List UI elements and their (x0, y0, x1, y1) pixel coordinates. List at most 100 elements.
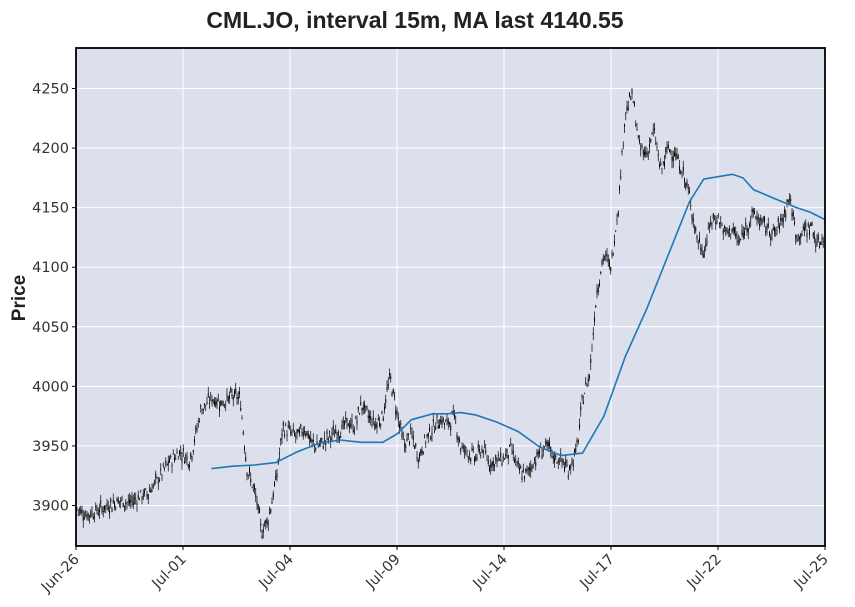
candle-body (307, 433, 309, 438)
candle-body (702, 254, 704, 258)
candle-body (654, 128, 655, 130)
candle-body (225, 405, 227, 407)
candle-body (646, 152, 648, 157)
candle-body (126, 502, 128, 503)
candle-body (490, 463, 492, 468)
candle-body (320, 438, 322, 443)
candle-body (254, 485, 255, 490)
candle-body (556, 462, 558, 464)
candle-body (526, 469, 528, 472)
candle-body (819, 246, 820, 248)
candle-body (532, 467, 534, 469)
candle-body (485, 450, 487, 453)
candle-body (372, 416, 374, 420)
candle-body (206, 402, 208, 405)
candle-body (186, 456, 188, 461)
candle-body (284, 434, 285, 437)
candle-body (491, 462, 493, 467)
candle-body (185, 455, 187, 457)
candle-body (155, 473, 157, 478)
candle-body (106, 502, 108, 507)
candle-body (366, 406, 368, 409)
candle-body (132, 501, 134, 506)
chart-title: CML.JO, interval 15m, MA last 4140.55 (206, 7, 623, 33)
candle-body (337, 431, 339, 436)
candle-body (257, 504, 259, 510)
candle-body (204, 403, 205, 406)
candle-body (679, 166, 680, 171)
candle-body (217, 399, 219, 401)
candle-body (650, 138, 652, 142)
candle-body (465, 446, 467, 449)
candle-body (369, 415, 370, 419)
x-tick-label: Jun-26 (38, 552, 83, 597)
candle-body (776, 229, 778, 231)
candle-body (436, 414, 438, 418)
candle-body (267, 522, 269, 525)
candle-body (231, 394, 233, 397)
y-tick-label: 4000 (32, 379, 69, 395)
candle-body (145, 488, 147, 490)
candle-body (759, 224, 760, 227)
candle-body (505, 453, 507, 457)
candle-body (622, 145, 624, 146)
candle-body (529, 468, 530, 470)
candle-body (730, 234, 732, 236)
candle-body (304, 431, 305, 432)
candle-body (87, 513, 89, 516)
candle-body (446, 418, 448, 421)
candle-body (497, 454, 499, 456)
candle-body (712, 213, 714, 219)
candle-body (559, 464, 560, 465)
candle-body (619, 186, 620, 190)
candle-body (299, 430, 300, 435)
candle-body (636, 128, 638, 131)
candle-body (324, 438, 325, 439)
candle-body (482, 450, 484, 454)
candle-body (261, 535, 263, 539)
candle-body (207, 393, 209, 397)
candle-body (119, 501, 120, 502)
candle-body (105, 505, 107, 507)
candle-body (741, 230, 743, 235)
candle-body (481, 448, 483, 451)
candle-body (269, 512, 270, 513)
candle-body (399, 424, 400, 429)
candle-body (400, 423, 402, 425)
candle-body (494, 464, 495, 467)
candle-body (432, 419, 434, 422)
candle-body (182, 448, 184, 451)
candle-body (569, 465, 570, 470)
candle-body (177, 459, 179, 460)
candle-body (752, 208, 754, 213)
candle-body (460, 448, 462, 452)
candle-body (391, 392, 393, 397)
candle-body (201, 413, 203, 415)
candle-body (140, 490, 142, 491)
candle-body (200, 405, 202, 408)
candle-body (457, 437, 459, 441)
candle-body (242, 431, 244, 435)
candle-body (514, 459, 515, 463)
candle-body (584, 393, 585, 395)
candle-body (651, 132, 653, 134)
candle-body (607, 259, 609, 262)
candle-body (590, 358, 592, 364)
candle-body (92, 516, 94, 520)
candle-body (747, 228, 749, 233)
candle-body (419, 453, 420, 458)
candle-body (144, 490, 145, 494)
candle-body (466, 451, 468, 453)
candle-body (709, 225, 710, 227)
candle-body (125, 502, 127, 505)
candle-body (535, 461, 537, 467)
candle-body (550, 447, 552, 452)
candle-body (442, 419, 444, 422)
candle-body (745, 222, 747, 225)
candle-body (237, 396, 239, 399)
candle-body (347, 423, 349, 427)
candle-body (160, 468, 162, 471)
candle-body (705, 243, 707, 247)
candle-body (384, 406, 385, 411)
candle-body (779, 225, 780, 230)
